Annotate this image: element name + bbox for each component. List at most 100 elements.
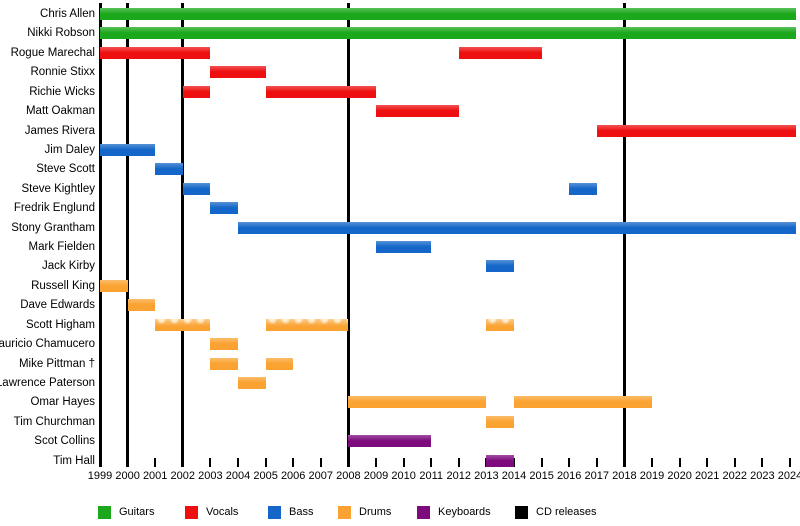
year-label: 2006 [280, 470, 306, 482]
member-name: Stony Grantham [11, 221, 95, 234]
timeline-bar [100, 8, 796, 20]
year-tick [623, 458, 626, 467]
year-tick [457, 458, 460, 467]
member-name: Nikki Robson [27, 27, 95, 40]
year-tick [733, 458, 736, 467]
legend-swatch [98, 506, 111, 519]
timeline-bar [348, 435, 432, 448]
legend-swatch [515, 506, 528, 519]
member-label: Ronnie Stixx [0, 64, 95, 80]
member-name: Scot Collins [34, 435, 95, 448]
year-label: 2015 [529, 470, 554, 482]
timeline-bar [210, 202, 238, 215]
year-tick [347, 458, 350, 467]
year-tick [319, 458, 322, 467]
member-label: Lawrence Paterson [0, 375, 95, 391]
member-name: Matt Oakman [25, 105, 95, 118]
cd-release-line [98, 3, 102, 467]
year-tick [595, 458, 598, 467]
year-tick [99, 458, 101, 467]
year-label: 2005 [253, 470, 278, 482]
member-label: Mauricio Chamucero [0, 336, 95, 352]
year-label: 2008 [336, 470, 361, 482]
year-tick [237, 458, 239, 467]
timeline-bar [376, 105, 459, 118]
member-label: Omar Hayes [0, 394, 95, 410]
member-name: Scott Higham [25, 318, 95, 331]
year-tick [706, 458, 709, 467]
year-tick [181, 458, 184, 467]
year-tick [678, 458, 681, 467]
timeline-bar [127, 299, 156, 312]
legend-swatch [185, 506, 198, 519]
member-label: Stony Grantham [0, 220, 95, 236]
year-label: 2017 [584, 470, 610, 482]
legend-label: Vocals [206, 506, 239, 518]
year-tick [789, 458, 791, 467]
member-label: Richie Wicks [0, 84, 95, 100]
timeline-bar [265, 357, 294, 370]
cd-release-line [181, 3, 185, 467]
member-name: Richie Wicks [29, 85, 95, 98]
timeline-bar [100, 27, 796, 40]
member-name: Omar Hayes [30, 396, 95, 409]
timeline-bar [486, 260, 514, 273]
member-name: Russell King [31, 279, 95, 292]
member-name: Dave Edwards [20, 299, 95, 312]
member-label: Tim Hall [0, 453, 95, 469]
year-label: 2002 [170, 470, 196, 482]
timeline-bar [376, 241, 432, 254]
year-label: 2023 [750, 470, 775, 482]
legend-swatch [417, 506, 430, 519]
member-label: Rogue Marechal [0, 45, 95, 61]
timeline-bar [100, 143, 156, 156]
year-label: 2012 [446, 470, 472, 482]
member-name: Mauricio Chamucero [0, 338, 95, 351]
year-tick [651, 458, 653, 467]
timeline-bar [569, 182, 597, 195]
year-label: 2004 [225, 470, 251, 482]
year-tick [292, 458, 295, 467]
member-label: Scott Higham [0, 317, 95, 333]
cd-release-line [346, 3, 350, 467]
legend-label: Drums [359, 506, 392, 518]
member-label: Mark Fielden [0, 239, 95, 255]
member-label: Mike Pittman † [0, 356, 95, 372]
year-label: 2019 [639, 470, 665, 482]
timeline-bar [155, 163, 183, 176]
member-name: Mark Fielden [28, 241, 95, 254]
timeline-bar [210, 66, 266, 79]
year-tick [264, 458, 267, 467]
member-name: Jim Daley [44, 143, 95, 156]
year-tick [375, 458, 377, 467]
timeline-bar [155, 318, 211, 331]
member-label: Jack Kirby [0, 258, 95, 274]
member-label: Scot Collins [0, 433, 95, 449]
timeline-bar [182, 182, 211, 195]
year-tick [761, 458, 764, 467]
timeline-bar [458, 46, 542, 59]
year-label: 2010 [391, 470, 416, 482]
year-label: 2022 [722, 470, 748, 482]
member-label: Jim Daley [0, 142, 95, 158]
member-label: Dave Edwards [0, 297, 95, 313]
cd-release-line [126, 3, 130, 467]
timeline-bar [486, 454, 514, 467]
timeline-bar [596, 124, 796, 137]
timeline-bar [210, 357, 238, 370]
timeline-bar [514, 396, 652, 409]
timeline-bar [348, 396, 487, 409]
year-label: 2020 [667, 470, 692, 482]
legend-swatch [268, 506, 281, 519]
year-label: 2001 [142, 470, 168, 482]
year-label: 2016 [556, 470, 582, 482]
member-name: Jack Kirby [41, 260, 95, 273]
legend-label: CD releases [536, 506, 597, 518]
year-label: 2011 [419, 470, 444, 482]
year-label: 2009 [363, 470, 389, 482]
legend-label: Guitars [119, 506, 155, 518]
member-label: Fredrik Englund [0, 200, 95, 216]
year-label: 2007 [308, 470, 334, 482]
year-tick [540, 458, 543, 467]
